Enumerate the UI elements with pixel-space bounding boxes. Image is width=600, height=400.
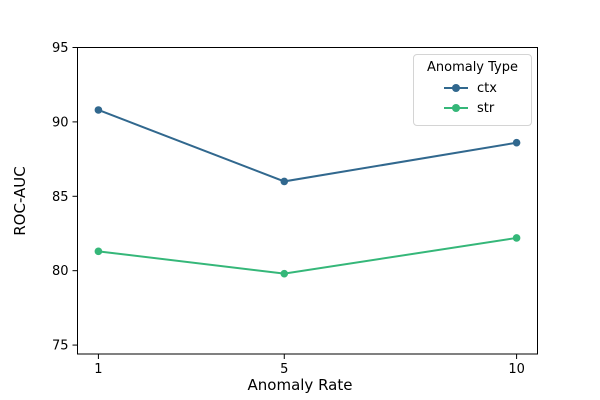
y-tick-label: 85 bbox=[52, 190, 69, 205]
legend-title: Anomaly Type bbox=[426, 60, 518, 75]
x-tick-label: 1 bbox=[94, 362, 102, 377]
series-layer bbox=[94, 106, 521, 278]
x-tick-label: 10 bbox=[508, 362, 525, 377]
marker-ctx bbox=[94, 106, 103, 114]
line-series-str bbox=[98, 236, 517, 275]
marker-ctx bbox=[280, 177, 289, 186]
y-tick-label: 95 bbox=[52, 41, 69, 56]
y-tick-label: 80 bbox=[52, 264, 69, 279]
y-axis-label: ROC-AUC bbox=[11, 166, 29, 236]
x-axis-label: Anomaly Rate bbox=[248, 376, 353, 394]
marker-str bbox=[280, 269, 289, 278]
x-tick-label: 5 bbox=[280, 362, 288, 377]
legend-entries: ctx str bbox=[414, 78, 531, 118]
y-tick-label: 90 bbox=[52, 115, 69, 130]
ticks-layer: 1 5 10 75 80 85 90 95 bbox=[52, 41, 525, 377]
legend-label: ctx bbox=[477, 80, 497, 96]
legend-entry-ctx: ctx bbox=[414, 78, 531, 98]
plot-border bbox=[77, 47, 538, 355]
y-tick-label: 75 bbox=[52, 339, 69, 354]
marker-str bbox=[512, 234, 521, 242]
legend: Anomaly Type ctx str bbox=[413, 54, 532, 126]
legend-line-marker-icon bbox=[444, 103, 468, 113]
marker-str bbox=[94, 247, 103, 256]
marker-ctx bbox=[512, 138, 521, 147]
legend-line-marker-icon bbox=[444, 83, 468, 93]
legend-label: str bbox=[477, 100, 495, 116]
legend-entry-str: str bbox=[414, 98, 531, 118]
